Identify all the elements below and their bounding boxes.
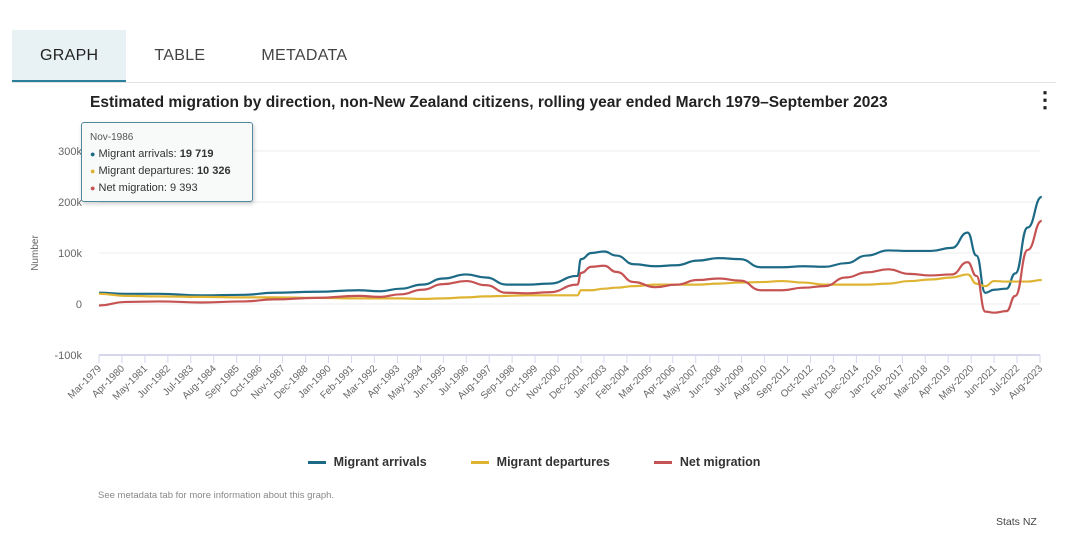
tooltip-date: Nov-1986 bbox=[90, 132, 134, 143]
y-tick-label: 100k bbox=[58, 248, 82, 260]
legend-item-arrivals[interactable]: Migrant arrivals bbox=[307, 455, 427, 469]
y-tick-label: 200k bbox=[58, 197, 82, 209]
legend-item-net[interactable]: Net migration bbox=[653, 455, 761, 469]
tooltip: Nov-1986 ● Migrant arrivals: 19 719 ● Mi… bbox=[81, 122, 253, 202]
legend-swatch bbox=[470, 460, 489, 464]
tab-metadata[interactable]: METADATA bbox=[261, 47, 348, 64]
legend-label: Net migration bbox=[679, 455, 761, 469]
y-tick-label: 0 bbox=[76, 299, 82, 311]
tab-bar: GRAPH TABLE METADATA bbox=[12, 30, 375, 82]
series-line-arrivals bbox=[98, 195, 1043, 297]
tab-table[interactable]: TABLE bbox=[154, 47, 206, 64]
legend-label: Migrant departures bbox=[496, 455, 610, 469]
source-credit: Stats NZ bbox=[996, 516, 1037, 528]
tooltip-row-departures: ● Migrant departures: 10 326 bbox=[90, 165, 231, 177]
tooltip-row-arrivals: ● Migrant arrivals: 19 719 bbox=[90, 148, 214, 160]
y-axis-label: Number bbox=[30, 235, 41, 271]
legend: Migrant arrivals Migrant departures Net … bbox=[0, 455, 1068, 469]
chart-title: Estimated migration by direction, non-Ne… bbox=[90, 94, 888, 111]
y-tick-label: -100k bbox=[54, 350, 82, 362]
metadata-note: See metadata tab for more information ab… bbox=[98, 490, 335, 501]
legend-item-departures[interactable]: Migrant departures bbox=[470, 455, 610, 469]
tooltip-row-net: ● Net migration: 9 393 bbox=[90, 182, 198, 194]
legend-swatch bbox=[653, 460, 672, 464]
series-line-net bbox=[98, 219, 1043, 314]
tab-divider bbox=[12, 82, 1056, 83]
legend-swatch bbox=[307, 460, 326, 464]
y-tick-label: 300k bbox=[58, 146, 82, 158]
legend-label: Migrant arrivals bbox=[333, 455, 427, 469]
tab-graph[interactable]: GRAPH bbox=[12, 30, 127, 82]
